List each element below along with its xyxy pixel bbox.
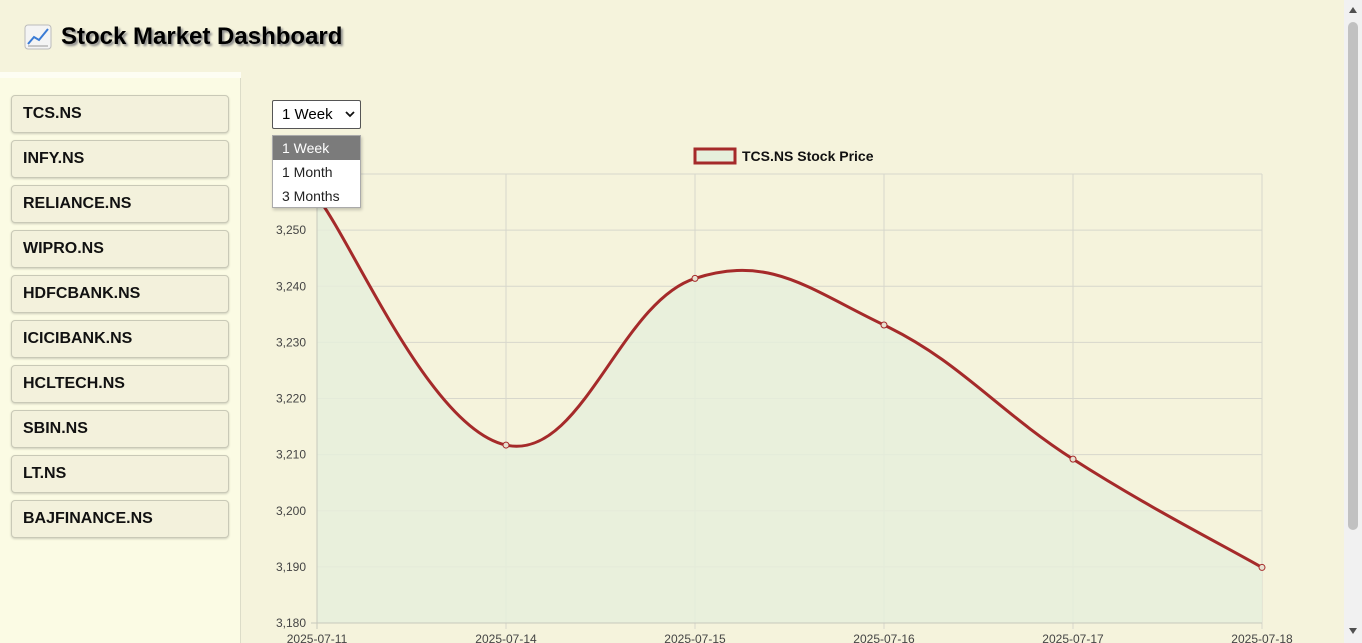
- price-area-fill: [317, 196, 1262, 623]
- range-select-value: 1 Week: [282, 106, 333, 123]
- scroll-thumb[interactable]: [1348, 22, 1358, 530]
- price-point: [1258, 563, 1266, 571]
- price-point: [691, 274, 699, 282]
- page-title: Stock Market Dashboard: [61, 23, 343, 50]
- legend-label: TCS.NS Stock Price: [742, 148, 874, 164]
- range-option-3-months[interactable]: 3 Months: [282, 188, 340, 204]
- range-option-1-month[interactable]: 1 Month: [282, 164, 333, 180]
- scrollbar[interactable]: [1344, 0, 1362, 643]
- y-tick-label: 3,220: [276, 392, 306, 406]
- y-tick-label: 3,230: [276, 335, 306, 349]
- price-point: [1069, 455, 1077, 463]
- header: Stock Market Dashboard: [0, 0, 1344, 72]
- sidebar-top-strip: [0, 72, 241, 78]
- scroll-up-icon[interactable]: [1348, 6, 1358, 14]
- x-tick-label: 2025-07-18: [1231, 632, 1293, 643]
- y-tick-label: 3,240: [276, 279, 306, 293]
- range-select[interactable]: 1 Week: [272, 100, 361, 129]
- y-tick-label: 3,210: [276, 448, 306, 462]
- y-tick-label: 3,200: [276, 504, 306, 518]
- y-tick-label: 3,190: [276, 560, 306, 574]
- stock-button-bajfinance-ns[interactable]: BAJFINANCE.NS: [11, 500, 229, 538]
- stock-button-icicibank-ns[interactable]: ICICIBANK.NS: [11, 320, 229, 358]
- price-line: [317, 195, 1262, 569]
- price-point: [502, 441, 510, 449]
- x-tick-label: 2025-07-11: [287, 632, 348, 643]
- stock-button-lt-ns[interactable]: LT.NS: [11, 455, 229, 493]
- chart-increasing-icon: [24, 24, 52, 50]
- y-tick-label: 3,250: [276, 223, 306, 237]
- stock-button-hcltech-ns[interactable]: HCLTECH.NS: [11, 365, 229, 403]
- x-tick-label: 2025-07-14: [475, 632, 537, 643]
- scroll-down-icon[interactable]: [1348, 627, 1358, 635]
- stock-button-reliance-ns[interactable]: RELIANCE.NS: [11, 185, 229, 223]
- range-option-1-week[interactable]: 1 Week: [273, 136, 360, 160]
- stock-button-hdfcbank-ns[interactable]: HDFCBANK.NS: [11, 275, 229, 313]
- price-point: [880, 321, 888, 329]
- range-dropdown: 1 Week 1 Month 3 Months: [272, 135, 361, 208]
- stock-button-wipro-ns[interactable]: WIPRO.NS: [11, 230, 229, 268]
- x-tick-label: 2025-07-15: [664, 632, 726, 643]
- stock-button-tcs-ns[interactable]: TCS.NS: [11, 95, 229, 133]
- x-tick-label: 2025-07-16: [853, 632, 915, 643]
- y-tick-label: 3,180: [276, 616, 306, 630]
- legend-swatch: [693, 147, 737, 165]
- stock-button-sbin-ns[interactable]: SBIN.NS: [11, 410, 229, 448]
- chevron-down-icon: [345, 111, 355, 118]
- x-tick-label: 2025-07-17: [1042, 632, 1104, 643]
- stock-button-infy-ns[interactable]: INFY.NS: [11, 140, 229, 178]
